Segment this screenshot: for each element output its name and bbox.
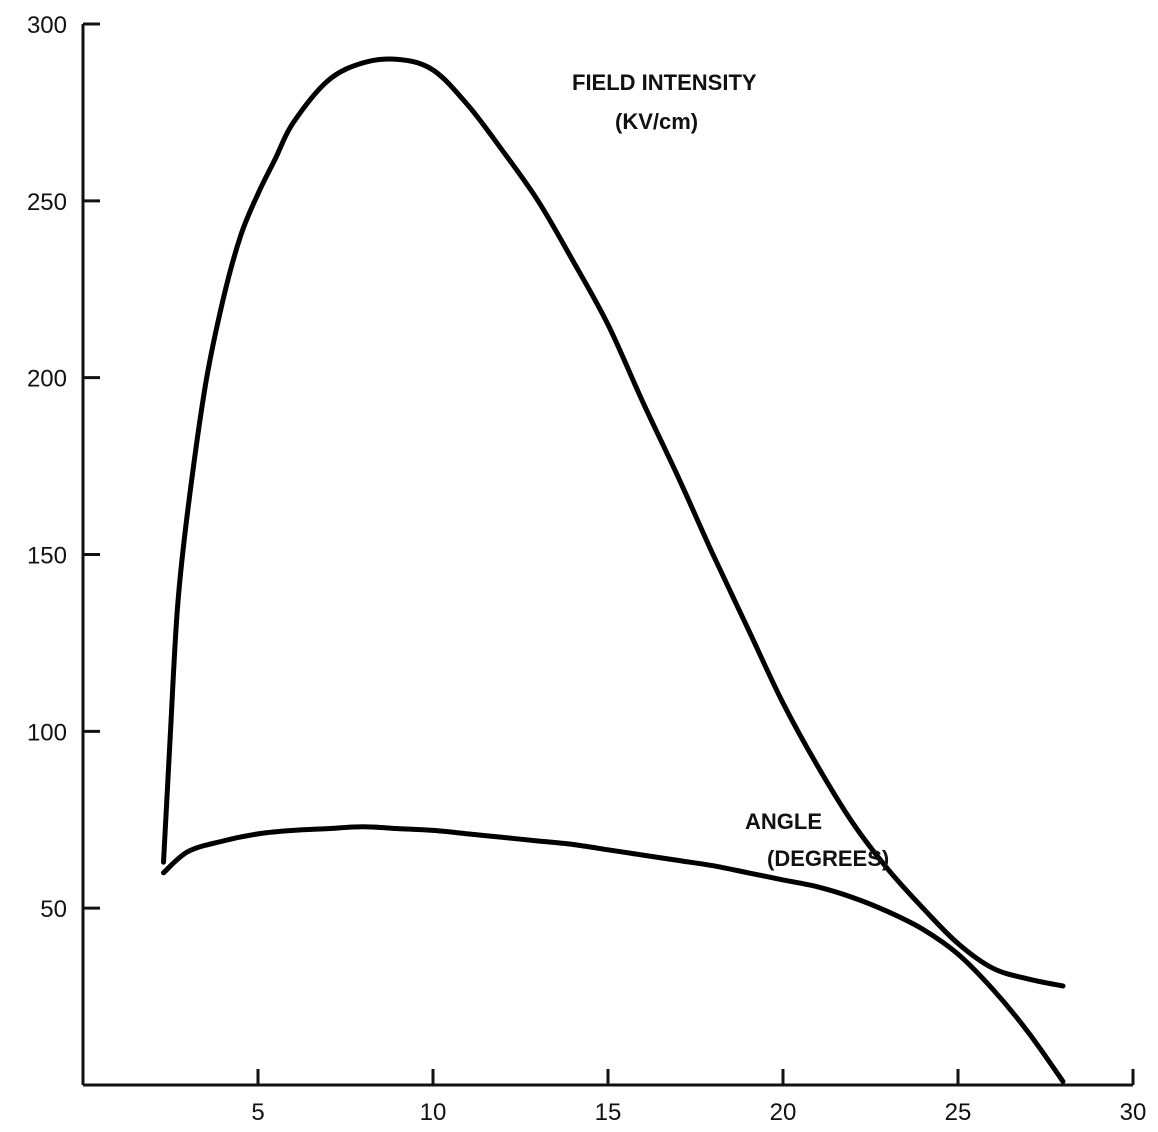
y-tick-label: 50: [40, 896, 67, 923]
y-tick-label: 150: [27, 543, 67, 570]
y-tick-label: 250: [27, 189, 67, 216]
series-label-angle: ANGLE: [745, 809, 822, 834]
x-tick-label: 25: [945, 1099, 972, 1126]
tick-group: 50 100 150 200 250 300 5 10 15 20 25 30: [27, 12, 1146, 1126]
x-tick-label: 20: [770, 1099, 797, 1126]
x-tick-label: 5: [251, 1099, 264, 1126]
series-line-angle: [161, 824, 1066, 1084]
series-label-field-intensity: FIELD INTENSITY: [572, 70, 757, 95]
y-tick-label: 300: [27, 12, 67, 39]
series-line-field-intensity: [161, 56, 1066, 989]
series-label-field-intensity-unit: (KV/cm): [615, 109, 698, 134]
x-tick-label: 10: [420, 1099, 447, 1126]
series-group: [161, 56, 1066, 1084]
x-tick-label: 15: [595, 1099, 622, 1126]
y-tick-label: 100: [27, 719, 67, 746]
axes: [81, 24, 1133, 1087]
x-tick-label: 30: [1120, 1099, 1147, 1126]
series-label-angle-unit: (DEGREES): [767, 846, 889, 871]
y-tick-label: 200: [27, 366, 67, 393]
